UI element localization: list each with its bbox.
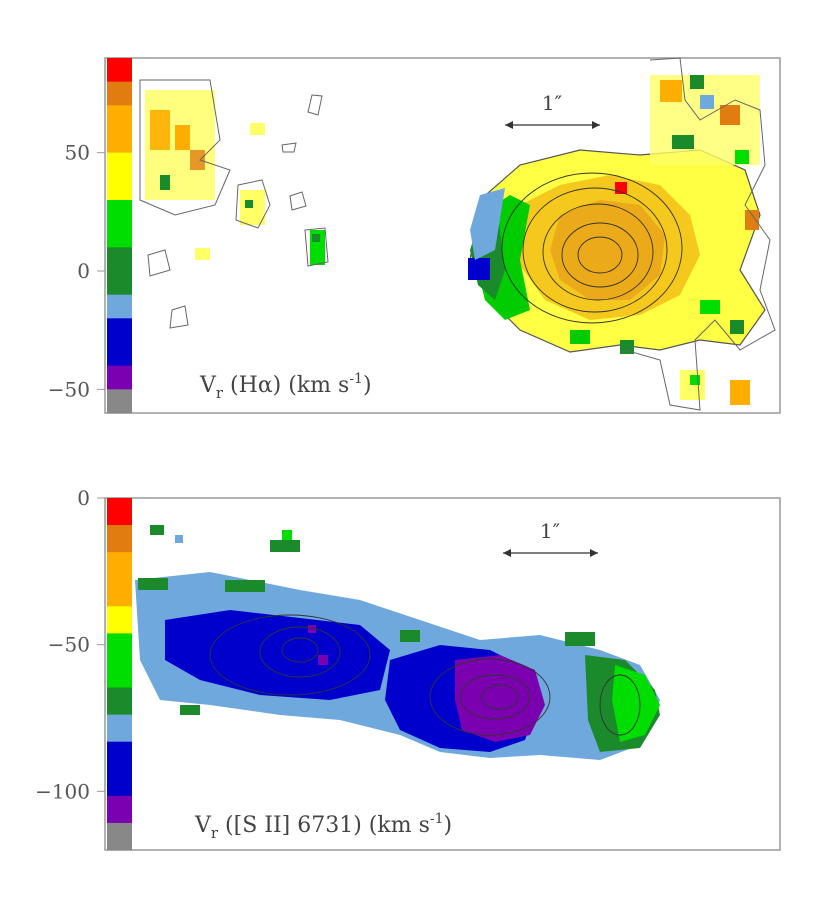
ytick-label: −100 [35, 779, 90, 803]
ytick-label: −50 [48, 633, 90, 657]
colorbar-swatch-red [107, 498, 132, 526]
colorbar-swatch-gray [107, 389, 132, 414]
sii-map [135, 525, 660, 760]
scale-bar-halpha-label: 1″ [542, 91, 562, 115]
colorbar-swatch-orange [107, 105, 132, 130]
ytick-label: 0 [77, 259, 90, 283]
colorbar-swatch-yellow [107, 152, 132, 177]
panel-sii: 0 −50 −100 [35, 486, 781, 851]
left-clumps [139, 79, 329, 329]
colorbar-swatch-green [107, 633, 132, 661]
scale-bar-sii-label: 1″ [540, 519, 560, 543]
yticks-sii: 0 −50 −100 [35, 486, 105, 803]
panel-halpha-label: Vr (Hα) (km s-1) [199, 371, 372, 402]
ytick-label: 50 [65, 141, 90, 165]
ytick-label: 0 [77, 486, 90, 510]
colorbar-swatch-red [107, 58, 132, 83]
colorbar-swatch-dark_green [107, 247, 132, 272]
colorbar-swatch-yellow [107, 176, 132, 201]
colorbar-halpha [107, 58, 132, 414]
halpha-map [139, 57, 776, 411]
colorbar-swatch-light_blue [107, 714, 132, 743]
colorbar-swatch-dark_orange [107, 525, 132, 553]
colorbar-swatch-green [107, 200, 132, 225]
colorbar-swatch-blue [107, 318, 132, 343]
panel-sii-label: Vr ([S II] 6731) (km s-1) [194, 811, 452, 842]
colorbar-swatch-yellow [107, 606, 132, 634]
panel-halpha: 50 0 −50 [48, 57, 781, 414]
colorbar-swatch-light_blue [107, 294, 132, 319]
colorbar-sii [107, 498, 132, 851]
colorbar-swatch-purple [107, 365, 132, 390]
scale-bar-sii: 1″ [503, 519, 598, 557]
colorbar-swatch-green [107, 660, 132, 689]
colorbar-swatch-dark_green [107, 271, 132, 296]
colorbar-swatch-gray [107, 822, 132, 851]
yticks-halpha: 50 0 −50 [48, 141, 105, 401]
colorbar-swatch-dark_green [107, 687, 132, 716]
colorbar-swatch-orange [107, 579, 132, 607]
ytick-label: −50 [48, 377, 90, 401]
colorbar-swatch-blue [107, 342, 132, 367]
colorbar-swatch-purple [107, 795, 132, 824]
colorbar-swatch-dark_orange [107, 81, 132, 106]
main-nucleus [468, 57, 776, 411]
colorbar-swatch-green [107, 223, 132, 248]
colorbar-swatch-blue [107, 741, 132, 770]
scale-bar-halpha: 1″ [505, 91, 600, 129]
colorbar-swatch-blue [107, 768, 132, 797]
colorbar-swatch-orange [107, 552, 132, 580]
colorbar-swatch-orange [107, 129, 132, 154]
